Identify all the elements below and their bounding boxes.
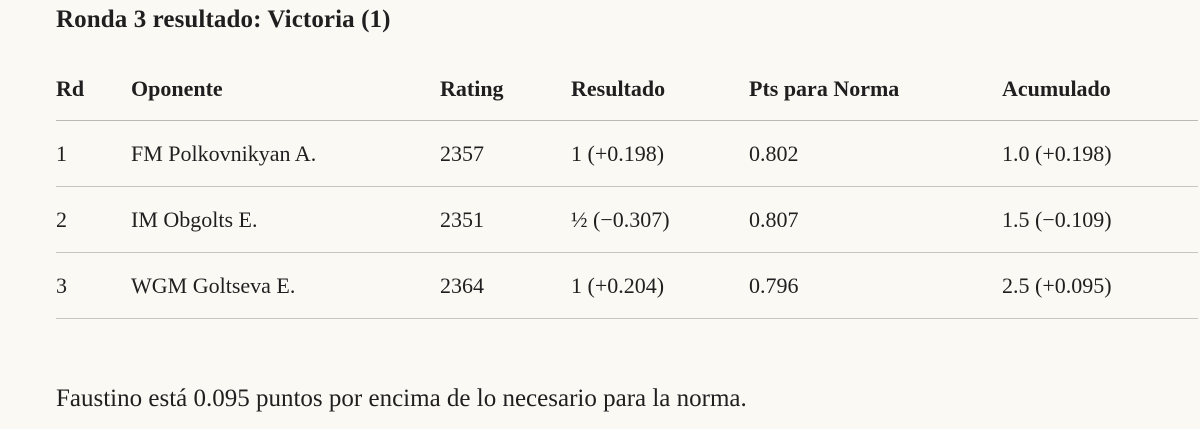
column-header-round: Rd bbox=[56, 58, 131, 121]
results-section: Ronda 3 resultado: Victoria (1) Rd Opone… bbox=[56, 0, 1198, 429]
section-title: Ronda 3 resultado: Victoria (1) bbox=[56, 6, 391, 33]
cell-round: 3 bbox=[56, 252, 131, 319]
cell-points-for-norm: 0.802 bbox=[749, 120, 1002, 187]
cell-cumulative: 2.5 (+0.095) bbox=[1002, 252, 1198, 319]
table-row: 1 FM Polkovnikyan A. 2357 1 (+0.198) 0.8… bbox=[56, 120, 1198, 187]
table-row: 3 WGM Goltseva E. 2364 1 (+0.204) 0.796 … bbox=[56, 252, 1198, 319]
cell-rating: 2357 bbox=[440, 120, 571, 187]
results-table: Rd Oponente Rating Resultado Pts para No… bbox=[56, 58, 1198, 319]
cell-round: 2 bbox=[56, 186, 131, 253]
column-header-opponent: Oponente bbox=[131, 58, 440, 121]
cell-rating: 2364 bbox=[440, 252, 571, 319]
cell-opponent: WGM Goltseva E. bbox=[131, 252, 440, 319]
column-header-points-for-norm: Pts para Norma bbox=[749, 58, 1002, 121]
cell-result: 1 (+0.204) bbox=[571, 252, 749, 319]
cell-points-for-norm: 0.796 bbox=[749, 252, 1002, 319]
column-header-cumulative: Acumulado bbox=[1002, 58, 1198, 121]
cell-rating: 2351 bbox=[440, 186, 571, 253]
cell-result: 1 (+0.198) bbox=[571, 120, 749, 187]
column-header-result: Resultado bbox=[571, 58, 749, 121]
table-header-row: Rd Oponente Rating Resultado Pts para No… bbox=[56, 58, 1198, 121]
cell-cumulative: 1.5 (−0.109) bbox=[1002, 186, 1198, 253]
cell-opponent: FM Polkovnikyan A. bbox=[131, 120, 440, 187]
cell-opponent: IM Obgolts E. bbox=[131, 186, 440, 253]
table-row: 2 IM Obgolts E. 2351 ½ (−0.307) 0.807 1.… bbox=[56, 186, 1198, 253]
cell-cumulative: 1.0 (+0.198) bbox=[1002, 120, 1198, 187]
cell-result: ½ (−0.307) bbox=[571, 186, 749, 253]
cell-points-for-norm: 0.807 bbox=[749, 186, 1002, 253]
column-header-rating: Rating bbox=[440, 58, 571, 121]
norm-summary-text: Faustino está 0.095 puntos por encima de… bbox=[56, 385, 747, 412]
cell-round: 1 bbox=[56, 120, 131, 187]
